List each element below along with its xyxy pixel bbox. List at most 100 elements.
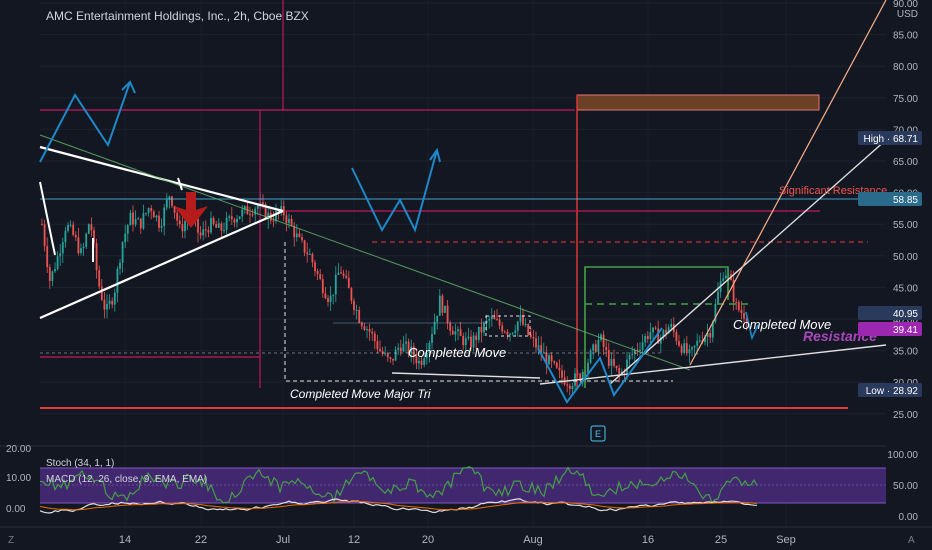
price-tick-label: 70.00: [893, 125, 918, 136]
candle-body: [368, 329, 371, 332]
candle-body: [652, 327, 654, 333]
candle-body: [165, 199, 168, 208]
candle-body: [589, 350, 592, 363]
price-tick-label: 65.00: [893, 157, 918, 168]
candle-body: [308, 253, 311, 255]
candle-body: [142, 213, 145, 229]
candle-body: [267, 212, 270, 219]
candle-body: [704, 336, 706, 342]
time-tick-label: Jul: [276, 534, 290, 546]
candle-body: [607, 349, 610, 366]
candle-body: [553, 361, 556, 363]
candle-body: [566, 384, 569, 386]
candle-body: [106, 303, 108, 310]
candle-body: [646, 336, 649, 339]
candle-body: [691, 347, 693, 350]
macd-tick-label: 20.00: [6, 444, 31, 455]
macd-line: [39, 498, 758, 514]
candle-body: [470, 336, 472, 348]
candle-body: [529, 334, 532, 338]
candle-body: [316, 271, 319, 275]
candle-body: [605, 346, 608, 350]
candle-body: [350, 288, 353, 301]
candle-body: [381, 351, 384, 354]
currency-label: USD: [897, 9, 918, 20]
candle-body: [241, 209, 244, 217]
candle-body: [649, 332, 652, 339]
candle-body: [230, 216, 233, 220]
candle-body: [355, 309, 358, 311]
indicator-right-axis: 100.00 50.00 0.00: [887, 450, 918, 523]
candle-body: [438, 295, 441, 316]
triangle-left-edge: [39, 181, 56, 256]
candle-body: [93, 230, 95, 244]
time-tick-label: 14: [119, 534, 131, 546]
candle-body: [711, 321, 714, 338]
candle-body: [155, 215, 158, 218]
candle-body: [545, 352, 548, 365]
projection-arrow-1: [39, 81, 131, 163]
candle-body: [514, 330, 517, 333]
macd-tick-label: 0.00: [6, 504, 26, 515]
support-line: [391, 372, 541, 379]
candle-body: [124, 233, 127, 243]
macd-signal-line: [39, 500, 758, 511]
candle-body: [207, 230, 210, 233]
price-badge-label: Low · 28.92: [866, 386, 919, 397]
candle-body: [654, 327, 657, 329]
candle-body: [51, 271, 54, 281]
candle-body: [436, 315, 439, 322]
candle-body: [522, 315, 524, 325]
candle-body: [579, 373, 582, 381]
candle-body: [410, 346, 413, 354]
candle-body: [384, 353, 387, 355]
candle-body: [667, 327, 670, 334]
time-tick-label: 22: [195, 534, 207, 546]
candle-body: [501, 325, 504, 332]
time-axis[interactable]: 14 22 Jul 12 20 Aug 16 25 Sep: [119, 534, 796, 546]
candle-body: [558, 367, 561, 371]
candle-body: [147, 208, 150, 213]
candle-body: [496, 319, 498, 321]
candle-body: [82, 246, 85, 249]
candle-body: [176, 212, 179, 221]
price-badge: [858, 306, 922, 320]
candle-body: [665, 330, 667, 334]
green-box: [584, 266, 729, 388]
earnings-marker[interactable]: [590, 425, 606, 442]
candle-body: [249, 214, 251, 216]
projection-arrow-2: [351, 149, 438, 233]
price-badge: [858, 192, 922, 206]
candle-body: [199, 232, 202, 236]
resistance-zone-box: [576, 94, 820, 111]
candle-body: [386, 353, 389, 358]
macd-label: MACD (12, 26, close, 9, EMA, EMA): [46, 474, 207, 485]
candle-body: [662, 330, 665, 338]
auto-scale-button[interactable]: A: [908, 535, 915, 546]
candle-body: [321, 279, 324, 294]
rising-wedge-line: [609, 139, 887, 385]
price-tick-label: 80.00: [893, 62, 918, 73]
candle-body: [314, 262, 316, 272]
candle-body: [405, 341, 407, 344]
candle-body: [126, 225, 129, 234]
candle-body: [59, 253, 62, 257]
candle-body: [680, 345, 683, 353]
time-tick-label: 25: [715, 534, 727, 546]
candle-body: [85, 233, 88, 247]
price-tick-label: 85.00: [893, 31, 918, 42]
candle-body: [633, 349, 636, 355]
candle-body: [659, 337, 662, 344]
candle-body: [524, 323, 527, 325]
candle-body: [506, 331, 509, 335]
candle-body: [732, 280, 735, 302]
candle-body: [618, 368, 621, 374]
candle-body: [225, 217, 228, 231]
candle-body: [220, 223, 223, 231]
candle-body: [61, 242, 64, 254]
candle-body: [332, 294, 335, 296]
candle-body: [171, 196, 173, 206]
stoch-tick-label: 0.00: [899, 512, 919, 523]
